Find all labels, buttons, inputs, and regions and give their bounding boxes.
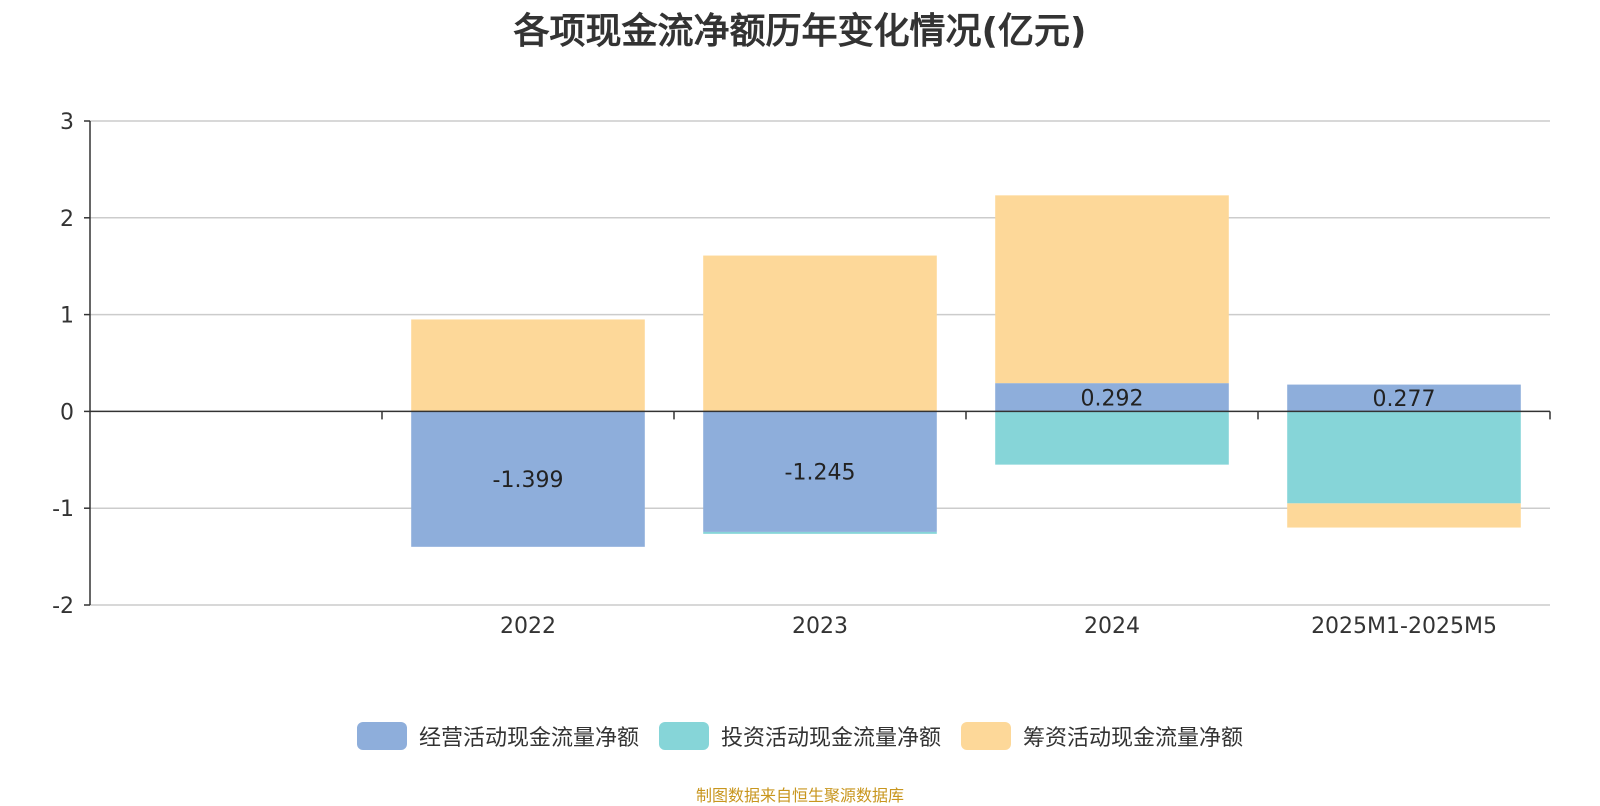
y-tick-label: 2 bbox=[60, 207, 74, 232]
y-tick-label: 3 bbox=[60, 110, 74, 135]
data-label: 0.292 bbox=[1081, 386, 1144, 411]
bar-2-0 bbox=[703, 411, 937, 532]
legend-item-operating[interactable]: 经营活动现金流量净额 bbox=[356, 720, 639, 752]
legend-item-investing[interactable]: 投资活动现金流量净额 bbox=[658, 720, 941, 752]
bar-2-2 bbox=[703, 255, 937, 412]
x-tick-label: 2022 bbox=[500, 614, 556, 639]
axes: 3 2 1 0 -1 -2 2022 2023 2024 2025M1-2025M5 bbox=[52, 110, 1551, 639]
data-labels: -1.399 -1.245 0.292 0.277 bbox=[493, 386, 1436, 493]
source-note: 制图数据来自恒生聚源数据库 bbox=[695, 786, 904, 805]
y-tick-label: -1 bbox=[52, 497, 74, 522]
legend-item-financing[interactable]: 筹资活动现金流量净额 bbox=[961, 720, 1243, 752]
legend-swatch-investing bbox=[658, 722, 709, 750]
x-tick-label: 2024 bbox=[1084, 614, 1140, 639]
y-tick-label: 0 bbox=[60, 400, 74, 425]
bar-3-2 bbox=[995, 195, 1229, 384]
y-tick-label: 1 bbox=[60, 304, 74, 329]
bar-3-1 bbox=[995, 411, 1229, 465]
legend: 经营活动现金流量净额 投资活动现金流量净额 筹资活动现金流量净额 bbox=[0, 720, 1600, 752]
bar-1-2 bbox=[411, 319, 645, 412]
bar-1-0 bbox=[411, 411, 645, 547]
legend-label-financing: 筹资活动现金流量净额 bbox=[1023, 726, 1244, 751]
legend-label-operating: 经营活动现金流量净额 bbox=[418, 726, 639, 751]
x-tick-label: 2025M1-2025M5 bbox=[1311, 614, 1497, 639]
bars bbox=[411, 195, 1521, 547]
data-label: -1.399 bbox=[493, 468, 564, 493]
legend-swatch-financing bbox=[961, 722, 1011, 750]
x-tick-label: 2023 bbox=[792, 614, 848, 639]
legend-swatch-operating bbox=[356, 722, 407, 750]
bar-4-1 bbox=[1287, 411, 1521, 504]
data-label: 0.277 bbox=[1373, 387, 1436, 412]
legend-label-investing: 投资活动现金流量净额 bbox=[720, 726, 941, 751]
chart-title: 各项现金流净额历年变化情况(亿元) bbox=[513, 11, 1087, 52]
bar-3-0 bbox=[995, 383, 1229, 412]
bar-4-0 bbox=[1287, 384, 1521, 412]
y-tick-label: -2 bbox=[52, 594, 74, 619]
bar-2-1 bbox=[703, 531, 937, 534]
data-label: -1.245 bbox=[785, 461, 856, 486]
bar-4-2 bbox=[1287, 503, 1521, 528]
